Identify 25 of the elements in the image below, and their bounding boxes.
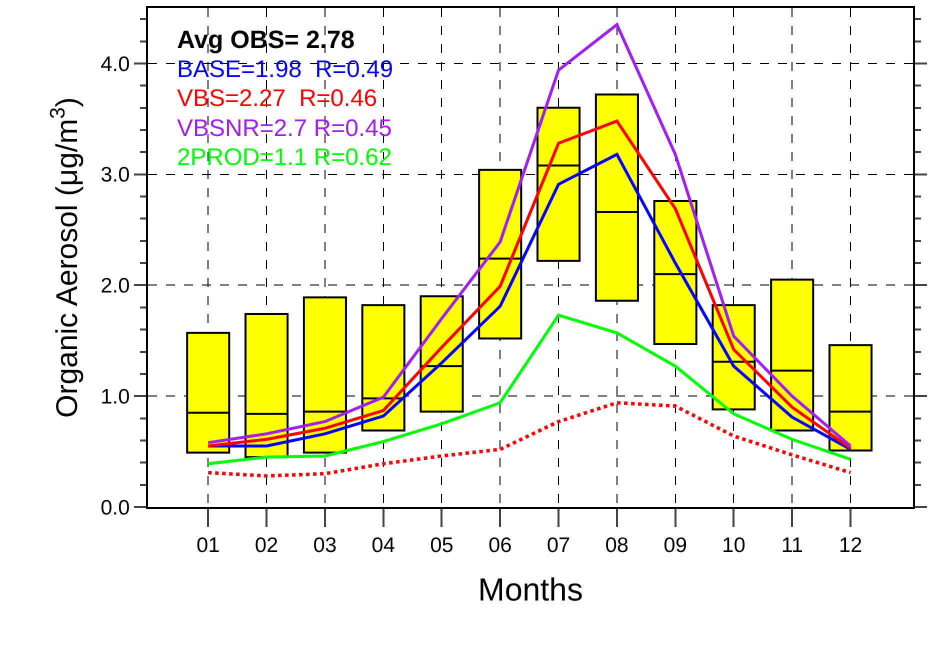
- x-tick-label: 11: [781, 534, 804, 558]
- y-tick-label: 0.0: [100, 496, 130, 520]
- x-tick-label: 01: [196, 534, 220, 558]
- y-tick-label: 4.0: [100, 52, 130, 76]
- y-tick-label: 1.0: [100, 385, 130, 408]
- annotation: VBSNR=2.7 R=0.45: [177, 115, 392, 142]
- x-tick-label: 05: [430, 534, 454, 558]
- x-tick-label: 12: [838, 534, 862, 558]
- line-series: [206, 314, 852, 466]
- x-tick-label: 02: [254, 534, 278, 558]
- x-tick-label: 08: [605, 534, 629, 558]
- line-series: [206, 401, 852, 478]
- annotation: 2PROD=1.1 R=0.62: [177, 144, 392, 171]
- y-tick-label: 2.0: [100, 274, 130, 298]
- x-tick-label: 03: [313, 534, 337, 558]
- x-tick-label: 10: [722, 534, 746, 558]
- annotation: Avg OBS= 2.78: [177, 26, 355, 54]
- x-tick-label: 09: [664, 534, 687, 558]
- y-tick-label: 3.0: [100, 164, 130, 187]
- x-tick-label: 04: [372, 534, 396, 558]
- x-tick-label: 06: [488, 534, 512, 558]
- x-tick-label: 07: [546, 534, 570, 558]
- x-axis-title: Months: [478, 572, 583, 608]
- annotation: VBS=2.27 R=0.46: [177, 85, 378, 112]
- annotation: BASE=1.98 R=0.49: [177, 56, 394, 83]
